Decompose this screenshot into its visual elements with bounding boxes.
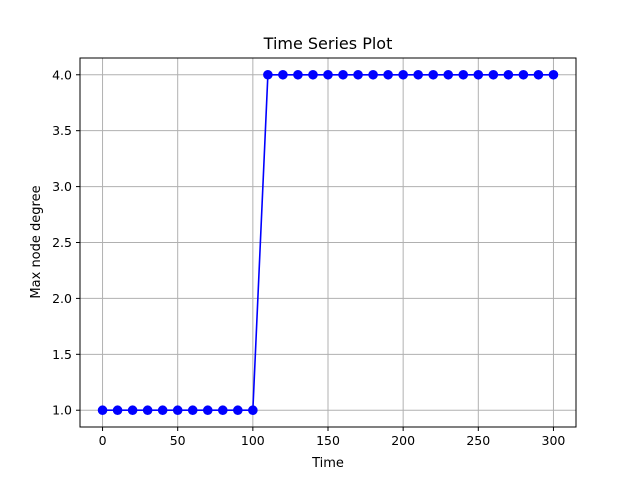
y-tick-label: 1.0 bbox=[52, 403, 72, 418]
data-point bbox=[293, 69, 303, 80]
y-tick-label: 2.0 bbox=[52, 291, 72, 306]
series-layer bbox=[97, 69, 559, 416]
x-tick-label: 250 bbox=[466, 433, 490, 448]
data-point bbox=[473, 69, 484, 80]
x-tick-label: 100 bbox=[241, 433, 265, 448]
data-point bbox=[353, 69, 363, 80]
data-point bbox=[413, 69, 423, 80]
data-point bbox=[127, 405, 138, 416]
data-point bbox=[518, 69, 529, 80]
data-point bbox=[157, 405, 168, 416]
data-point bbox=[533, 69, 544, 80]
data-point bbox=[217, 405, 228, 416]
data-point bbox=[488, 69, 499, 80]
y-tick-label: 2.5 bbox=[52, 235, 72, 250]
data-point bbox=[458, 69, 469, 80]
data-point bbox=[383, 69, 393, 80]
data-point bbox=[323, 69, 333, 80]
data-point bbox=[263, 69, 273, 80]
data-point bbox=[368, 69, 378, 80]
y-axis-ticks: 1.0 1.5 2.0 2.5 3.0 3.5 4.0 bbox=[52, 67, 80, 418]
data-point bbox=[172, 405, 183, 416]
data-point bbox=[308, 69, 318, 80]
data-point bbox=[398, 69, 408, 80]
x-axis-label: Time bbox=[311, 456, 344, 471]
data-point bbox=[233, 405, 243, 416]
data-point bbox=[338, 69, 348, 80]
data-point bbox=[112, 405, 123, 416]
data-point bbox=[278, 69, 288, 80]
x-tick-label: 200 bbox=[391, 433, 415, 448]
x-axis-ticks: 0 50 100 150 200 250 300 bbox=[99, 427, 566, 448]
data-point bbox=[503, 69, 514, 80]
data-point bbox=[248, 405, 258, 416]
chart-title: Time Series Plot bbox=[263, 34, 393, 53]
y-tick-label: 3.5 bbox=[52, 123, 72, 138]
data-point bbox=[142, 405, 153, 416]
y-tick-label: 1.5 bbox=[52, 347, 72, 362]
data-point bbox=[443, 69, 454, 80]
x-tick-label: 50 bbox=[170, 433, 186, 448]
data-point bbox=[202, 405, 213, 416]
data-point bbox=[428, 69, 439, 80]
y-tick-label: 3.0 bbox=[52, 179, 72, 194]
y-tick-label: 4.0 bbox=[52, 67, 72, 82]
x-tick-label: 300 bbox=[542, 433, 566, 448]
data-point bbox=[548, 69, 559, 80]
y-axis-label: Max node degree bbox=[29, 185, 44, 298]
data-point bbox=[97, 405, 108, 416]
x-tick-label: 0 bbox=[99, 433, 107, 448]
x-tick-label: 150 bbox=[316, 433, 340, 448]
data-point bbox=[187, 405, 198, 416]
